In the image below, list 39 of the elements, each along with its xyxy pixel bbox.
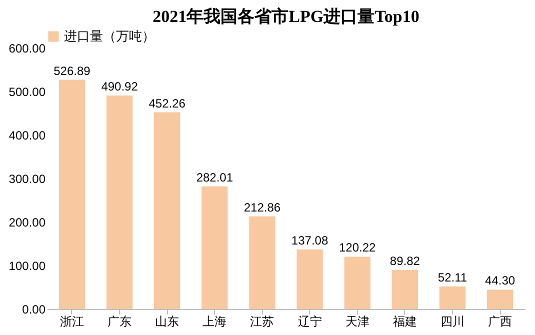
x-tick-label: 广西	[488, 314, 512, 328]
bar	[344, 256, 370, 309]
x-tick-label: 天津	[345, 314, 370, 328]
y-tick-label: 500.00	[8, 85, 46, 99]
bar	[58, 80, 86, 309]
data-label: 120.22	[338, 240, 376, 255]
data-label: 452.26	[148, 96, 186, 110]
x-tick-label: 福建	[392, 314, 417, 328]
data-label: 137.08	[291, 233, 328, 248]
y-tick-label: 600.00	[8, 42, 46, 56]
data-label: 44.30	[485, 274, 516, 288]
y-tick-label: 100.00	[8, 259, 46, 273]
bar	[486, 290, 514, 309]
data-label: 52.11	[438, 270, 468, 284]
x-tick-label: 山东	[155, 314, 180, 328]
y-tick-label: 400.00	[8, 128, 46, 142]
x-tick-label: 四川	[440, 314, 464, 328]
y-tick-label: 200.00	[8, 216, 46, 230]
data-label: 490.92	[101, 79, 138, 94]
x-tick-label: 江苏	[250, 314, 274, 328]
bar	[154, 112, 180, 309]
legend-label: 进口量（万吨）	[64, 28, 155, 44]
bar	[249, 216, 276, 309]
bar	[296, 249, 323, 309]
bar	[392, 270, 418, 309]
bar	[202, 186, 228, 309]
data-label: 282.01	[196, 170, 234, 184]
chart-title: 2021年我国各省市LPG进口量Top10	[152, 7, 420, 26]
x-tick-label: 广东	[108, 314, 132, 328]
x-tick-label: 辽宁	[298, 314, 322, 328]
data-label: 89.82	[390, 254, 420, 268]
data-label: 212.86	[244, 200, 281, 214]
y-tick-label: 300.00	[8, 172, 46, 186]
data-label: 526.89	[54, 64, 91, 78]
bar	[106, 95, 133, 309]
bar	[439, 286, 466, 309]
x-tick-label: 浙江	[60, 314, 84, 328]
y-tick-label: 0.00	[22, 302, 46, 316]
x-tick-label: 上海	[202, 314, 227, 328]
